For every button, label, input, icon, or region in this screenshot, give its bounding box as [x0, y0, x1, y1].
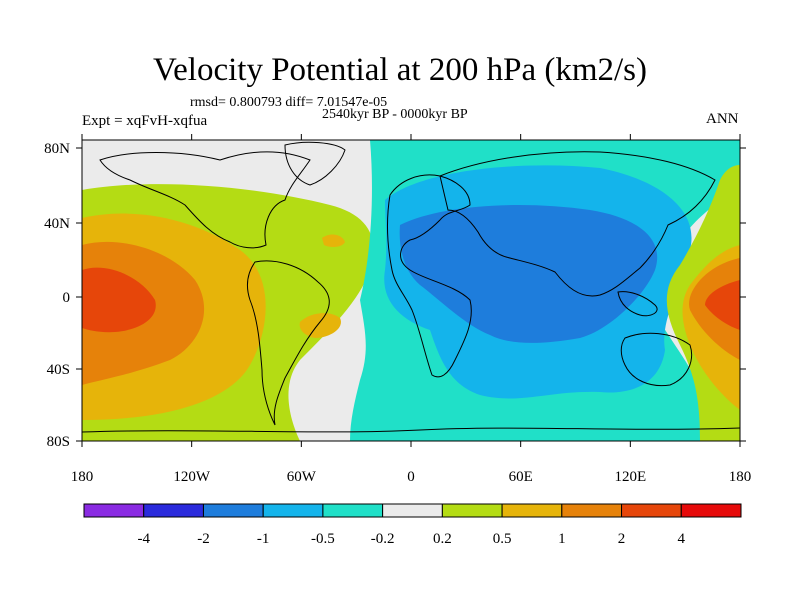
lat-tick-label: 0 [63, 290, 71, 306]
colorbar-label: 4 [678, 531, 686, 547]
longitude-axis: 180 120W 60W 0 60E 120E 180 [71, 134, 752, 485]
season-label: ANN [706, 111, 739, 127]
lat-tick-label: 40S [47, 362, 70, 378]
colorbar-box [441, 503, 503, 518]
experiment-label: Expt = xqFvH-xqfua [82, 113, 208, 129]
colorbar-box [680, 503, 742, 518]
lon-tick-label: 120E [614, 469, 646, 485]
lat-tick-label: 80N [44, 141, 70, 157]
colorbar-box [262, 503, 324, 518]
positive-region-mid-atlantic [299, 313, 341, 338]
colorbar-label: 0.2 [433, 531, 452, 547]
negative-region-strong-east [399, 205, 658, 343]
colorbar-box [143, 503, 204, 518]
coastlines [82, 141, 740, 433]
colorbar-label: -2 [197, 531, 210, 547]
colorbar-box [322, 503, 384, 518]
europe-africa-coast [386, 174, 472, 378]
colorbar-box [501, 503, 563, 518]
colorbar-label: -1 [257, 531, 270, 547]
greenland-coast [284, 141, 346, 186]
positive-region-max-east [705, 280, 740, 330]
colorbar-label: -0.5 [311, 531, 335, 547]
stats-text: rmsd= 0.800793 diff= 7.01547e-05 [190, 95, 388, 110]
maritime-continent-coast [617, 291, 658, 317]
colorbar-label: 0.5 [493, 531, 512, 547]
period-label: 2540kyr BP - 0000kyr BP [322, 107, 468, 122]
asia-coast [439, 151, 716, 297]
lon-tick-label: 120W [173, 469, 211, 485]
north-america-coast [99, 151, 311, 249]
latitude-axis: 80N 40N 0 40S 80S [44, 141, 746, 450]
lon-tick-label: 180 [71, 469, 94, 485]
colorbar-box [202, 503, 264, 518]
map-title: Velocity Potential at 200 hPa (km2/s) [152, 52, 648, 88]
australia-coast [620, 332, 693, 387]
positive-region-mid-caribbean [322, 234, 345, 247]
lon-tick-label: 60E [509, 469, 533, 485]
lat-tick-label: 80S [47, 434, 70, 450]
positive-region-max-west [82, 267, 156, 333]
lon-tick-label: 0 [407, 469, 415, 485]
colorbar-box [621, 503, 682, 518]
colorbar-label: -4 [137, 531, 150, 547]
colorbar-box [382, 503, 443, 518]
lon-tick-label: 60W [287, 469, 317, 485]
antarctica-coast [82, 427, 740, 433]
colorbar-boxes [83, 503, 742, 518]
south-america-coast [247, 260, 330, 426]
contour-field [82, 140, 740, 441]
colorbar-label: 1 [558, 531, 566, 547]
colorbar-box [83, 503, 145, 518]
colorbar-labels: -4 -2 -1 -0.5 -0.2 0.2 0.5 1 2 4 [137, 531, 685, 547]
lat-tick-label: 40N [44, 216, 70, 232]
colorbar-label: -0.2 [371, 531, 395, 547]
colorbar-box [561, 503, 623, 518]
lon-tick-label: 180 [729, 469, 752, 485]
colorbar-label: 2 [618, 531, 626, 547]
